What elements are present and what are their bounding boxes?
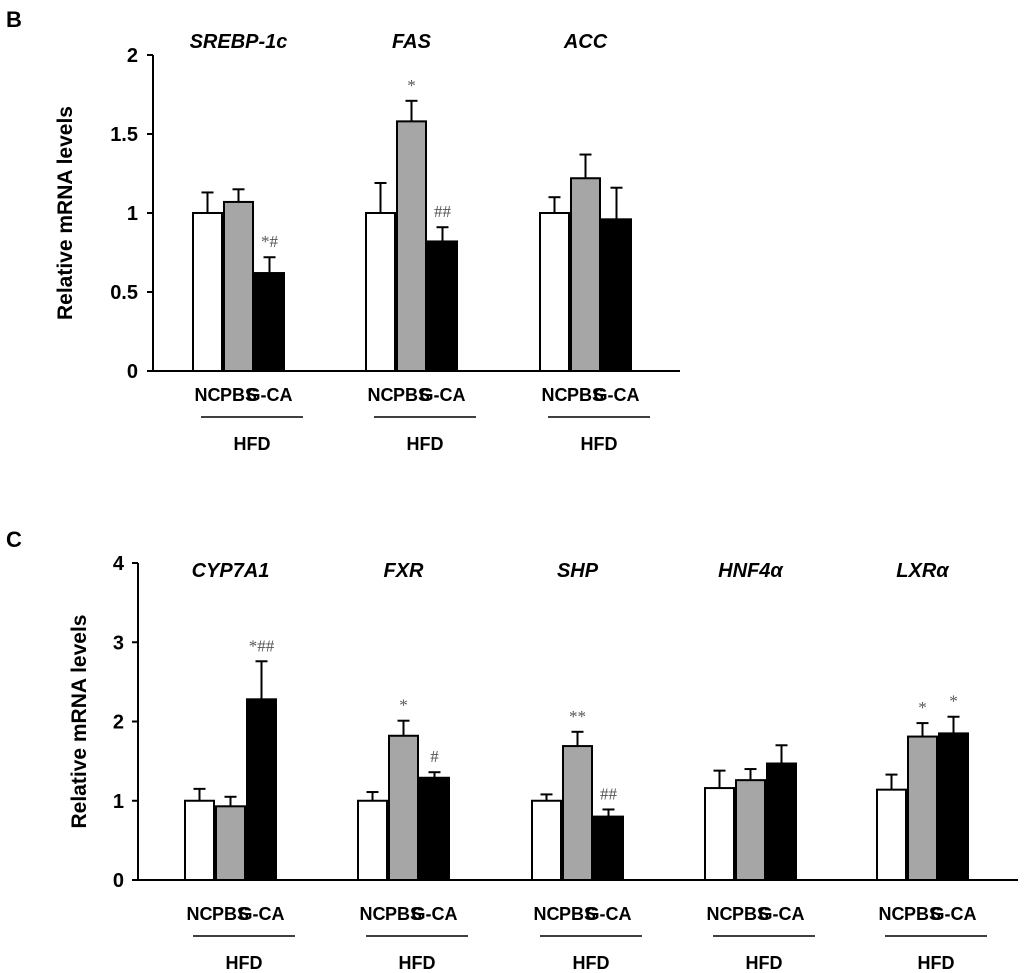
category-label-hnf4-pbs: PBS xyxy=(732,904,769,924)
panel-b-y-tick-label: 2 xyxy=(127,45,138,67)
gene-label-fxr: FXR xyxy=(384,560,425,582)
panel-c-group-fxr: FXR NC * PBS # G-CA HFD xyxy=(357,560,468,973)
panel-b-y-tick-label: 1 xyxy=(127,203,138,225)
category-label-hnf4-nc: NC xyxy=(707,904,733,924)
panel-b-y-tick-label: 1.5 xyxy=(110,124,138,146)
panel-c-y-tick-label: 3 xyxy=(113,632,124,654)
significance-shp-g-ca: ## xyxy=(600,784,618,803)
significance-lxr-g-ca: * xyxy=(949,692,958,711)
bar-srebp-1c-g-ca xyxy=(254,272,285,373)
bar-hnf4-nc xyxy=(704,787,735,882)
category-label-fxr-g-ca: G-CA xyxy=(412,904,458,924)
significance-srebp-1c-g-ca: *# xyxy=(261,232,279,251)
significance-shp-pbs: ** xyxy=(569,707,586,726)
bar-lxr-g-ca xyxy=(938,732,969,882)
hfd-label-acc: HFD xyxy=(581,434,618,454)
panel-b-y-tick-label: 0 xyxy=(127,361,138,383)
bar-fas-nc xyxy=(365,212,396,372)
significance-lxr-pbs: * xyxy=(918,698,927,717)
bar-srebp-1c-pbs xyxy=(223,200,254,372)
panel-b-group-fas: FAS NC * PBS ## G-CA HFD xyxy=(365,31,476,454)
gene-label-cyp7a1: CYP7A1 xyxy=(192,560,270,582)
panel-c-y-tick-label: 2 xyxy=(113,712,124,734)
category-label-shp-g-ca: G-CA xyxy=(586,904,632,924)
category-label-fxr-pbs: PBS xyxy=(385,904,422,924)
panel-c-y-tick-label: 4 xyxy=(113,553,125,575)
category-label-lxr-nc: NC xyxy=(879,904,905,924)
category-label-lxr-g-ca: G-CA xyxy=(931,904,977,924)
significance-fxr-g-ca: # xyxy=(430,747,439,766)
gene-label-fas: FAS xyxy=(392,31,432,53)
panel-b-y-tick-label: 0.5 xyxy=(110,282,138,304)
bar-fas-g-ca xyxy=(427,240,458,372)
panel-c-group-lxr: LXRα NC * PBS * G-CA HFD xyxy=(876,560,987,973)
gene-label-srebp-1c: SREBP-1c xyxy=(190,31,288,53)
bar-cyp7a1-nc xyxy=(184,799,215,881)
panel-b-group-srebp-1c: SREBP-1c NC PBS *# G-CA HFD xyxy=(190,31,303,454)
category-label-fas-nc: NC xyxy=(368,385,394,405)
category-label-lxr-pbs: PBS xyxy=(904,904,941,924)
significance-fas-g-ca: ## xyxy=(434,202,452,221)
hfd-label-shp: HFD xyxy=(573,953,610,973)
panel-letter-c: C xyxy=(6,527,22,552)
panel-c-y-axis-title: Relative mRNA levels xyxy=(68,615,91,829)
category-label-acc-nc: NC xyxy=(542,385,568,405)
category-label-shp-nc: NC xyxy=(534,904,560,924)
bar-cyp7a1-pbs xyxy=(215,805,246,881)
bar-fxr-g-ca xyxy=(419,776,450,882)
bar-hnf4-g-ca xyxy=(766,762,797,881)
hfd-label-fas: HFD xyxy=(407,434,444,454)
bar-srebp-1c-nc xyxy=(192,212,223,372)
panel-c-group-cyp7a1: CYP7A1 NC PBS *## G-CA HFD xyxy=(184,560,295,973)
bar-fxr-nc xyxy=(357,799,388,881)
panel-b-y-axis-title: Relative mRNA levels xyxy=(54,106,77,320)
significance-cyp7a1-g-ca: *## xyxy=(249,636,275,655)
hfd-label-srebp-1c: HFD xyxy=(234,434,271,454)
bar-acc-nc xyxy=(539,212,570,372)
panel-c-y-tick-label: 0 xyxy=(113,870,124,892)
bar-lxr-pbs xyxy=(907,735,938,881)
category-label-fxr-nc: NC xyxy=(360,904,386,924)
category-label-acc-pbs: PBS xyxy=(567,385,604,405)
category-label-shp-pbs: PBS xyxy=(559,904,596,924)
category-label-cyp7a1-g-ca: G-CA xyxy=(239,904,285,924)
bar-fas-pbs xyxy=(396,120,427,372)
category-label-hnf4-g-ca: G-CA xyxy=(759,904,805,924)
category-label-srebp-1c-nc: NC xyxy=(195,385,221,405)
hfd-label-hnf4: HFD xyxy=(746,953,783,973)
bar-shp-g-ca xyxy=(593,815,624,881)
hfd-label-lxr: HFD xyxy=(918,953,955,973)
gene-label-lxr: LXRα xyxy=(896,560,950,582)
bar-fxr-pbs xyxy=(388,734,419,882)
gene-label-hnf4: HNF4α xyxy=(718,560,784,582)
category-label-fas-g-ca: G-CA xyxy=(420,385,466,405)
significance-fxr-pbs: * xyxy=(399,696,408,715)
category-label-srebp-1c-pbs: PBS xyxy=(220,385,257,405)
panel-letter-b: B xyxy=(6,7,22,32)
category-label-fas-pbs: PBS xyxy=(393,385,430,405)
bar-shp-pbs xyxy=(562,745,593,881)
category-label-cyp7a1-nc: NC xyxy=(187,904,213,924)
category-label-acc-g-ca: G-CA xyxy=(594,385,640,405)
significance-fas-pbs: * xyxy=(407,76,416,95)
category-label-cyp7a1-pbs: PBS xyxy=(212,904,249,924)
hfd-label-fxr: HFD xyxy=(399,953,436,973)
panel-c-group-shp: SHP NC ** PBS ## G-CA HFD xyxy=(531,560,642,973)
category-label-srebp-1c-g-ca: G-CA xyxy=(247,385,293,405)
bar-lxr-nc xyxy=(876,788,907,882)
bar-hnf4-pbs xyxy=(735,779,766,882)
hfd-label-cyp7a1: HFD xyxy=(226,953,263,973)
bar-cyp7a1-g-ca xyxy=(246,698,277,881)
panel-c-y-tick-label: 1 xyxy=(113,791,124,813)
bar-acc-g-ca xyxy=(601,218,632,372)
bar-acc-pbs xyxy=(570,177,601,372)
gene-label-shp: SHP xyxy=(557,560,599,582)
gene-label-acc: ACC xyxy=(563,31,608,53)
bar-shp-nc xyxy=(531,799,562,881)
